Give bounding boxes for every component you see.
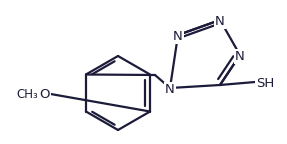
Text: N: N bbox=[173, 30, 183, 43]
Text: N: N bbox=[165, 83, 175, 96]
Text: CH₃: CH₃ bbox=[17, 88, 39, 101]
Text: SH: SH bbox=[257, 77, 275, 90]
Text: N: N bbox=[215, 15, 225, 28]
Text: N: N bbox=[235, 50, 245, 63]
Text: O: O bbox=[40, 88, 50, 101]
